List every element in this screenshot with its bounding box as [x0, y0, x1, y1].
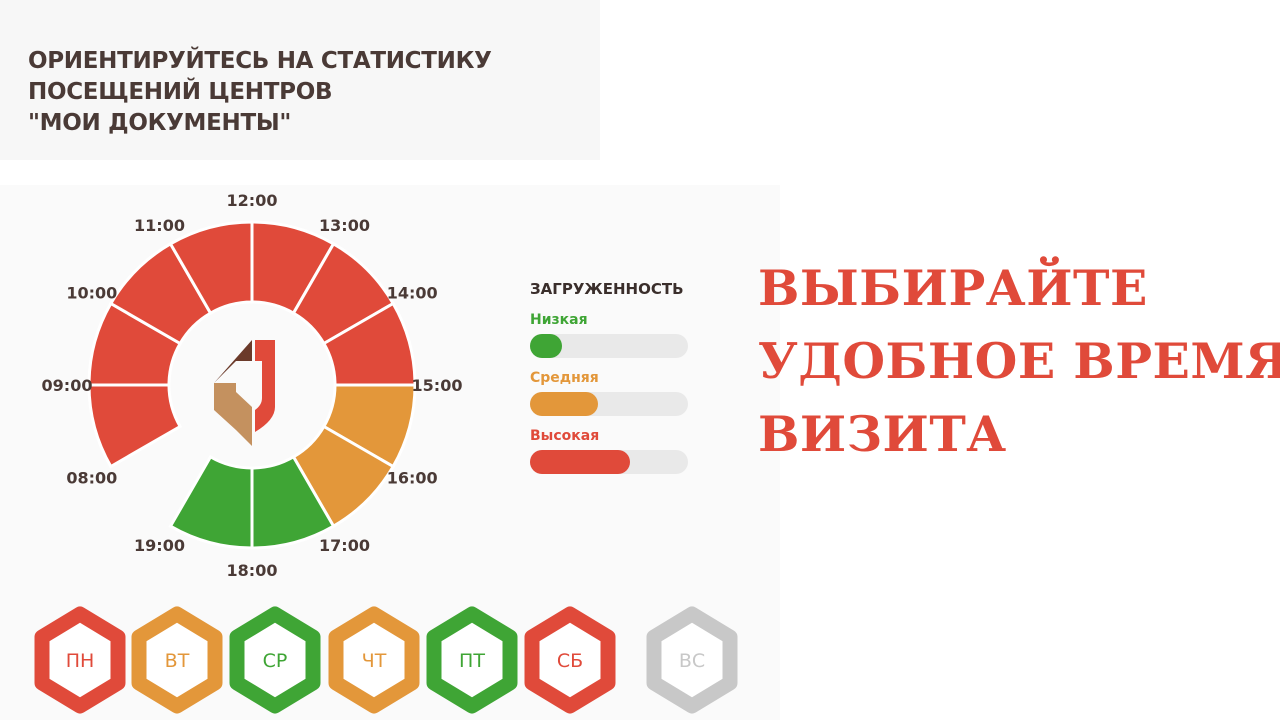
- legend-label: Высокая: [530, 428, 600, 444]
- title-background: [0, 0, 600, 160]
- hour-label: 14:00: [387, 284, 438, 303]
- legend-item-medium: Средняя: [530, 370, 688, 416]
- page-title: ОРИЕНТИРУЙТЕСЬ НА СТАТИСТИКУ ПОСЕЩЕНИЙ Ц…: [28, 46, 492, 139]
- hour-label: 13:00: [319, 216, 370, 235]
- title-line: ПОСЕЩЕНИЙ ЦЕНТРОВ: [28, 79, 333, 105]
- hour-label: 08:00: [66, 469, 117, 488]
- weekday-hexagon: [328, 606, 420, 714]
- weekday-load-row: ПН ВТ СР ЧТ ПТ СБ ВС: [34, 606, 738, 714]
- title-line: ОРИЕНТИРУЙТЕСЬ НА СТАТИСТИКУ: [28, 48, 492, 74]
- legend-bar-fill: [530, 334, 562, 358]
- weekday-label: ВС: [679, 650, 705, 672]
- legend-item-high: Высокая: [530, 428, 688, 474]
- legend-bar: [530, 450, 688, 474]
- weekday-label: ПТ: [459, 650, 485, 672]
- legend-item-low: Низкая: [530, 312, 688, 358]
- weekday-hexagon: [426, 606, 518, 714]
- hour-label: 16:00: [387, 469, 438, 488]
- weekday-3: СР: [229, 606, 321, 714]
- headline-line: ВИЗИТА: [758, 405, 1007, 463]
- hour-label: 19:00: [134, 536, 185, 555]
- hour-label: 11:00: [134, 216, 185, 235]
- weekday-hexagon: [524, 606, 616, 714]
- hour-label: 18:00: [227, 561, 278, 580]
- hour-label: 15:00: [412, 376, 463, 395]
- headline-line: ВЫБИРАЙТЕ: [758, 259, 1148, 317]
- weekday-6: СБ: [524, 606, 616, 714]
- weekday-hexagon: [34, 606, 126, 714]
- weekday-label: ПН: [66, 650, 95, 672]
- mfc-logo-icon: [214, 340, 275, 446]
- hour-label: 10:00: [66, 284, 117, 303]
- headline: ВЫБИРАЙТЕ УДОБНОЕ ВРЕМЯ ВИЗИТА: [758, 252, 1280, 471]
- weekday-label: ВТ: [165, 650, 190, 672]
- hour-segment: [168, 454, 254, 550]
- weekday-5: ПТ: [426, 606, 518, 714]
- hourly-load-chart: 08:00 09:00 10:00 11:00 12:00 13:00 14:00 15:00…: [42, 191, 463, 580]
- load-legend: ЗАГРУЖЕННОСТЬ Низкая Средняя Высокая: [530, 280, 688, 486]
- legend-bar-fill: [530, 450, 630, 474]
- weekday-hexagon: [229, 606, 321, 714]
- weekday-label: ЧТ: [362, 650, 387, 672]
- legend-bar: [530, 392, 688, 416]
- weekday-hexagon: [131, 606, 223, 714]
- headline-line: УДОБНОЕ ВРЕМЯ: [758, 332, 1280, 390]
- legend-title: ЗАГРУЖЕННОСТЬ: [530, 280, 684, 298]
- weekday-hexagon: [646, 606, 738, 714]
- hour-segment: [87, 383, 183, 469]
- hour-label: 17:00: [319, 536, 370, 555]
- weekday-1: ПН: [34, 606, 126, 714]
- legend-bar: [530, 334, 688, 358]
- hour-label: 09:00: [42, 376, 93, 395]
- weekday-label: СБ: [557, 650, 583, 672]
- legend-label: Низкая: [530, 312, 588, 328]
- weekday-label: СР: [263, 650, 288, 672]
- title-line: "МОИ ДОКУМЕНТЫ": [28, 110, 292, 136]
- weekday-2: ВТ: [131, 606, 223, 714]
- weekday-4: ЧТ: [328, 606, 420, 714]
- legend-label: Средняя: [530, 370, 599, 386]
- weekday-7: ВС: [646, 606, 738, 714]
- legend-bar-fill: [530, 392, 598, 416]
- hour-label: 12:00: [227, 191, 278, 210]
